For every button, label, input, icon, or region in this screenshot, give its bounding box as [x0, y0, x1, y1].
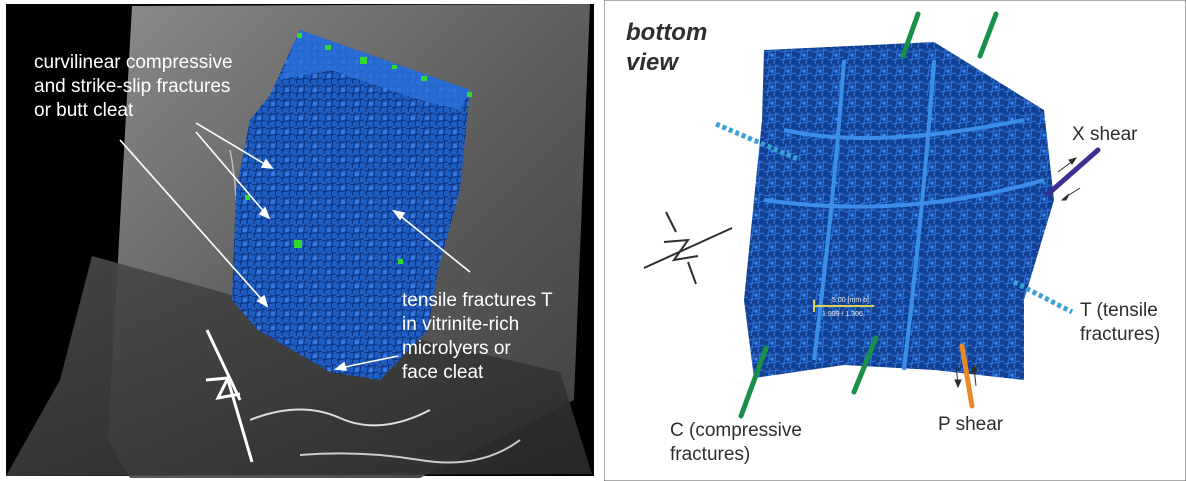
t-tensile-label: T (tensile fractures): [1080, 300, 1163, 345]
p-shear-line: [959, 343, 975, 409]
p-shear-label: P shear: [938, 414, 1004, 435]
x-shear-line: [1045, 147, 1101, 197]
fracture-network-blue: [744, 42, 1054, 380]
tensile-label: tensile fractures T in vitrinite-rich mi…: [402, 290, 558, 383]
scale-bar: 5.00 [mm b] 1.999 / 1.306: [813, 297, 874, 318]
svg-text:1.999 / 1.306: 1.999 / 1.306: [822, 311, 863, 318]
right-panel-bottom-view: 5.00 [mm b] 1.999 / 1.306 bottom view X …: [604, 0, 1186, 481]
t-tensile-lines: [715, 121, 1074, 315]
svg-text:5.00 [mm b]: 5.00 [mm b]: [832, 297, 869, 304]
orientation-symbol: [643, 211, 733, 285]
x-shear-label: X shear: [1072, 124, 1138, 145]
orientation-symbol: [205, 329, 254, 463]
major-fractures: [763, 59, 1045, 371]
ct-floor-slice: [6, 256, 592, 476]
green-markers: [245, 33, 472, 264]
fracture-volume-blue: [232, 30, 470, 380]
p-shear-arrows: [954, 363, 978, 389]
curvilinear-label: curvilinear compressive and strike-slip …: [34, 52, 238, 121]
c-compressive-lines: [738, 11, 999, 419]
left-panel-3d-view: curvilinear compressive and strike-slip …: [6, 4, 594, 478]
c-compressive-label: C (compressive fractures): [670, 420, 807, 465]
leader-arrows: [119, 122, 471, 371]
floor-fracture-streak: [249, 408, 431, 427]
floor-fracture-streak: [299, 439, 521, 464]
view-title: bottom view: [626, 19, 714, 76]
left-panel-figure: curvilinear compressive and strike-slip …: [6, 4, 594, 478]
right-panel-figure: 5.00 [mm b] 1.999 / 1.306 bottom view X …: [604, 0, 1186, 481]
x-shear-arrows: [1057, 157, 1081, 201]
